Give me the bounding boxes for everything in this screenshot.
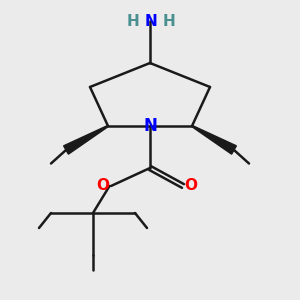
Text: N: N — [143, 117, 157, 135]
Text: H: H — [127, 14, 140, 28]
Text: N: N — [145, 14, 158, 28]
Text: H: H — [163, 14, 176, 28]
Text: O: O — [184, 178, 197, 194]
Text: O: O — [96, 178, 109, 194]
Polygon shape — [192, 125, 236, 154]
Polygon shape — [64, 125, 108, 154]
